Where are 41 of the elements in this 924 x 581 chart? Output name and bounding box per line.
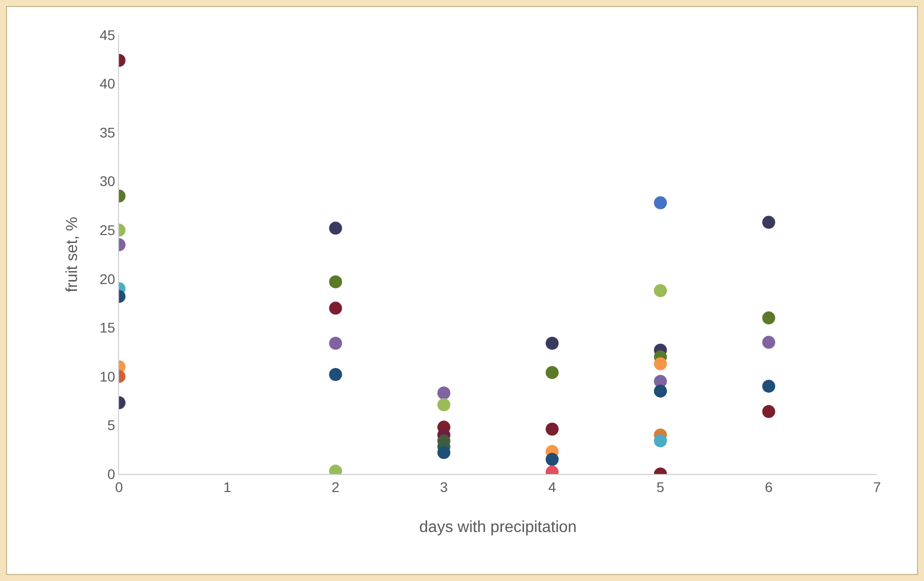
- x-tick-label: 3: [440, 478, 448, 495]
- point: [546, 336, 559, 350]
- point: [762, 311, 776, 324]
- point: [329, 275, 342, 288]
- x-tick-label: 4: [548, 478, 556, 495]
- y-tick-label: 0: [107, 466, 116, 482]
- point: [437, 398, 450, 412]
- y-tick-label: 30: [100, 173, 116, 190]
- point: [329, 368, 342, 381]
- point: [329, 302, 342, 315]
- x-tick-label: 6: [764, 478, 773, 495]
- point: [654, 196, 667, 210]
- point: [762, 380, 776, 393]
- y-tick-label: 15: [100, 320, 116, 336]
- point: [654, 284, 667, 298]
- y-tick-label: 25: [100, 222, 116, 238]
- y-tick-label: 20: [100, 270, 116, 287]
- y-tick-label: 35: [100, 124, 116, 140]
- point: [762, 216, 776, 229]
- point: [437, 386, 450, 400]
- point: [762, 336, 776, 349]
- x-tick-label: 2: [332, 478, 340, 495]
- point: [546, 422, 559, 436]
- point: [654, 434, 667, 448]
- point: [654, 384, 667, 398]
- x-axis-title: days with precipitation: [419, 519, 577, 536]
- y-tick-label: 40: [100, 76, 116, 92]
- x-tick-label: 7: [873, 478, 882, 495]
- point: [329, 222, 342, 235]
- y-tick-label: 45: [100, 26, 116, 43]
- y-tick-label: 10: [100, 368, 116, 384]
- point: [654, 357, 667, 370]
- point: [437, 446, 450, 460]
- point: [329, 336, 342, 350]
- x-tick-label: 1: [223, 478, 232, 495]
- y-axis-title: fruit set, %: [64, 216, 81, 292]
- point: [546, 452, 559, 466]
- point: [762, 405, 776, 418]
- y-tick-label: 5: [107, 417, 116, 434]
- x-tick-label: 5: [656, 478, 665, 495]
- point: [546, 366, 559, 380]
